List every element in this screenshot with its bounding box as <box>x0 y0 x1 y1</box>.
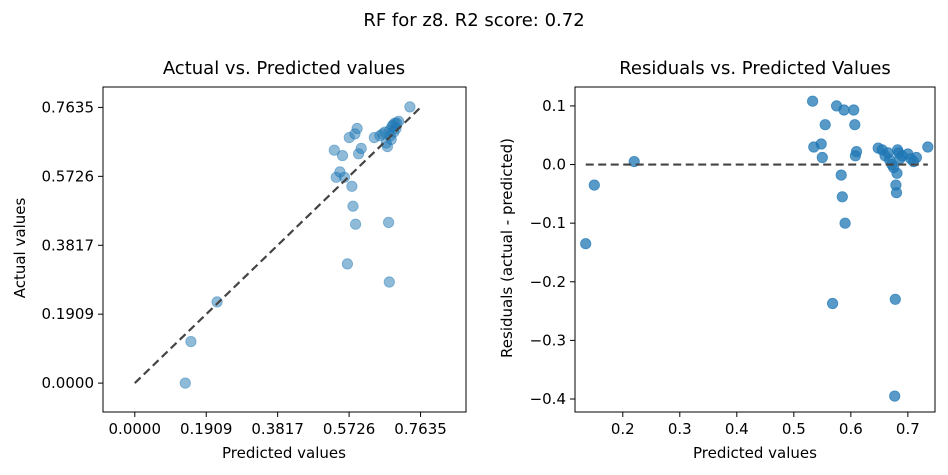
scatter-point <box>835 169 847 181</box>
scatter-point <box>185 335 197 348</box>
axis-ticks: 0.2 0.3 0.4 0.5 0.6 0.7 0.1 0.0 −0.1 −0.2 −0.3 −0.4 <box>530 97 920 438</box>
y-tick-label: −0.3 <box>530 331 566 349</box>
figure-suptitle: RF for z8. R2 score: 0.72 <box>363 10 584 31</box>
scatter-point <box>393 115 405 127</box>
y-tick-label: 0.3817 <box>42 236 95 254</box>
scatter-point <box>328 144 340 156</box>
scatter-point <box>889 390 901 402</box>
scatter-point <box>819 119 831 131</box>
scatter-point <box>588 179 600 191</box>
scatter-point <box>806 95 819 107</box>
x-tick-label: 0.3817 <box>251 420 304 438</box>
scatter-point <box>341 258 353 270</box>
y-tick-label: −0.1 <box>530 214 566 232</box>
scatter-point <box>890 187 903 199</box>
scatter-point <box>815 138 827 150</box>
scatter-point <box>816 151 828 164</box>
scatter-point <box>848 104 860 116</box>
x-tick-label: 0.5726 <box>323 420 376 438</box>
scatter-point <box>910 151 923 164</box>
x-axis-label: Predicted values <box>693 444 817 462</box>
scatter-point <box>338 171 350 183</box>
scatter-point <box>336 150 349 162</box>
scatter-point <box>347 200 359 212</box>
y-tick-label: 0.0 <box>542 156 566 174</box>
scatter-point <box>891 167 903 179</box>
axes-frame <box>102 86 467 413</box>
y-tick-label: 0.1909 <box>42 305 95 323</box>
scatter-point <box>346 180 358 192</box>
x-tick-label: 0.2 <box>611 420 635 438</box>
scatter-point <box>382 216 395 228</box>
scatter-point <box>836 191 848 203</box>
residuals-vs-predicted-plot: Residuals vs. Predicted Values Predicted… <box>498 58 936 462</box>
scatter-point <box>404 101 416 113</box>
scatter-point <box>351 122 363 135</box>
scatter-point <box>849 119 861 131</box>
scatter-point <box>838 104 850 116</box>
axes-frame <box>574 86 936 413</box>
scatter-point <box>922 141 934 153</box>
actual-vs-predicted-plot: Actual vs. Predicted values Predicted va… <box>11 58 467 462</box>
scatter-point <box>179 377 191 389</box>
scatter-point <box>580 238 592 250</box>
y-tick-label: 0.0000 <box>42 374 95 392</box>
x-tick-label: 0.4 <box>725 420 749 438</box>
plot-title: Residuals vs. Predicted Values <box>619 58 891 79</box>
y-axis-label: Residuals (actual - predicted) <box>498 138 516 358</box>
data-points <box>134 101 422 389</box>
axis-ticks: 0.0000 0.1909 0.3817 0.5726 0.7635 0.0000 0.19… <box>42 98 447 438</box>
x-tick-label: 0.7635 <box>394 420 447 438</box>
scatter-point <box>349 218 362 230</box>
y-axis-label: Actual values <box>11 198 29 299</box>
x-axis-label: Predicted values <box>222 444 346 462</box>
x-tick-label: 0.6 <box>839 420 863 438</box>
x-tick-label: 0.1909 <box>180 420 233 438</box>
reference-line <box>134 106 422 384</box>
scatter-point <box>839 217 851 229</box>
scatter-point <box>889 293 901 305</box>
x-tick-label: 0.7 <box>896 420 920 438</box>
scatter-point <box>383 276 395 288</box>
scatter-point <box>211 296 223 308</box>
y-tick-label: 0.1 <box>542 97 566 115</box>
plot-title: Actual vs. Predicted values <box>163 58 405 79</box>
scatter-point <box>850 146 863 158</box>
scatter-point <box>355 142 367 154</box>
y-tick-label: 0.5726 <box>42 167 95 185</box>
scatter-point <box>826 297 839 310</box>
x-tick-label: 0.3 <box>668 420 692 438</box>
y-tick-label: 0.7635 <box>42 98 95 116</box>
x-tick-label: 0.0000 <box>109 420 162 438</box>
y-tick-label: −0.4 <box>530 390 566 408</box>
x-tick-label: 0.5 <box>782 420 806 438</box>
y-tick-label: −0.2 <box>530 273 566 291</box>
data-points <box>580 95 934 402</box>
